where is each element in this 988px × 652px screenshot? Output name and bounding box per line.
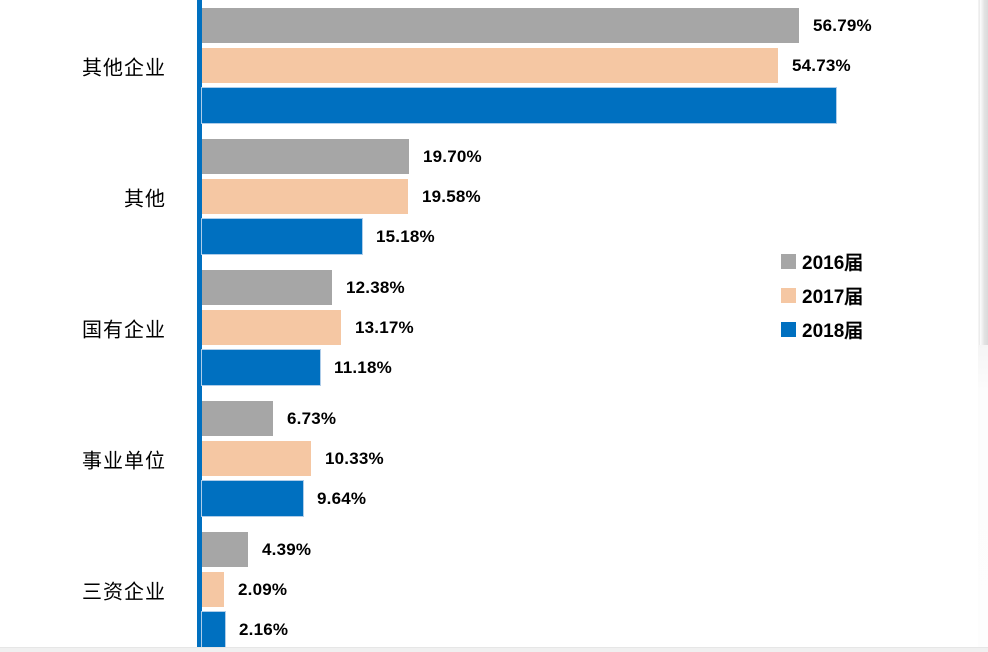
bar-2016届-其他企业 [202, 8, 799, 43]
bar-2016届-三资企业 [202, 532, 248, 567]
value-label: 10.33% [325, 448, 384, 468]
value-label: 54.73% [792, 55, 851, 75]
bar-2017届-事业单位 [202, 441, 311, 476]
bar-2016届-国有企业 [202, 270, 332, 305]
bar-2017届-其他企业 [202, 48, 778, 83]
bar-2017届-国有企业 [202, 310, 341, 345]
category-label: 三资企业 [82, 581, 166, 603]
legend-label: 2016届 [802, 253, 864, 274]
scrollbar-track[interactable] [978, 0, 988, 652]
value-label: 11.18% [334, 357, 392, 377]
category-label: 国有企业 [82, 319, 166, 341]
value-label: 56.79% [813, 15, 872, 35]
legend-item-2016届: 2016届 [781, 251, 864, 274]
bar-2018届-其他 [202, 219, 362, 254]
legend-label: 2017届 [802, 287, 864, 308]
bar-2017届-其他 [202, 179, 408, 214]
category-label: 其他 [124, 188, 166, 210]
bar-2018届-其他企业 [202, 88, 836, 123]
value-label: 15.18% [376, 226, 435, 246]
page-boundary [0, 647, 988, 652]
value-label: 13.17% [355, 317, 414, 337]
value-label: 19.58% [422, 186, 481, 206]
legend-label: 2018届 [802, 321, 864, 342]
category-label: 其他企业 [82, 57, 166, 79]
bar-2016届-其他 [202, 139, 409, 174]
category-axis-line [197, 0, 202, 652]
bar-2016届-事业单位 [202, 401, 273, 436]
value-label: 2.16% [239, 619, 289, 639]
value-label: 6.73% [287, 408, 337, 428]
plot-area: 56.79% 54.73% 19.70% 19.58% 15.18% 12.38% 13.1… [202, 0, 988, 652]
value-label: 12.38% [346, 277, 405, 297]
bar-2017届-三资企业 [202, 572, 224, 607]
legend-swatch-icon [781, 322, 796, 337]
legend-swatch-icon [781, 254, 796, 269]
scrollbar-thumb[interactable] [979, 0, 988, 345]
value-label: 9.64% [317, 488, 367, 508]
chart-legend: 2016届 2017届 2018届 [781, 251, 864, 342]
legend-swatch-icon [781, 288, 796, 303]
value-label: 4.39% [262, 539, 312, 559]
bar-2018届-三资企业 [202, 612, 225, 647]
category-label: 事业单位 [82, 450, 166, 472]
value-label: 19.70% [423, 146, 482, 166]
value-label: 2.09% [238, 579, 288, 599]
bar-2018届-事业单位 [202, 481, 303, 516]
bar-2018届-国有企业 [202, 350, 320, 385]
legend-item-2017届: 2017届 [781, 285, 864, 308]
category-label-layer: 其他企业其他国有企业事业单位三资企业 [0, 0, 182, 652]
legend-item-2018届: 2018届 [781, 319, 864, 342]
